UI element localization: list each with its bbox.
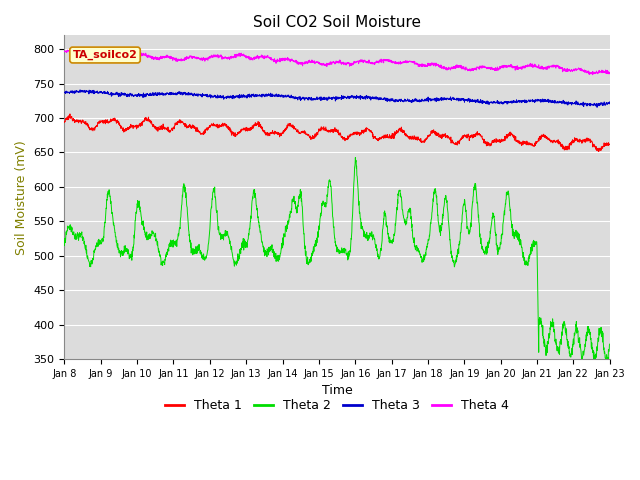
Title: Soil CO2 Soil Moisture: Soil CO2 Soil Moisture	[253, 15, 421, 30]
Text: TA_soilco2: TA_soilco2	[72, 50, 138, 60]
Y-axis label: Soil Moisture (mV): Soil Moisture (mV)	[15, 140, 28, 254]
Legend: Theta 1, Theta 2, Theta 3, Theta 4: Theta 1, Theta 2, Theta 3, Theta 4	[160, 395, 514, 418]
X-axis label: Time: Time	[322, 384, 353, 397]
